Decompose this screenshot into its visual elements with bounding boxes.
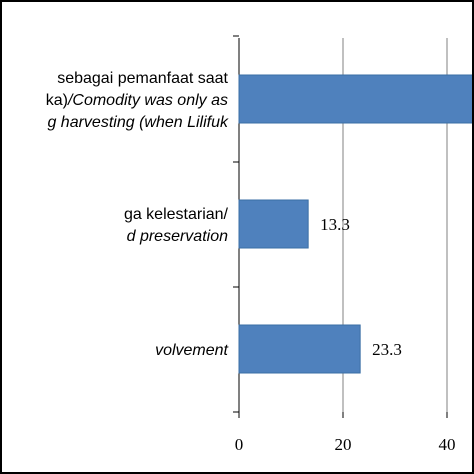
category-label: sebagai pemanfaat saat [57,70,228,87]
data-label: 23.3 [372,340,402,359]
bar [238,74,472,124]
data-label: 13.3 [320,215,350,234]
bar [238,324,361,374]
category-label: ga kelestarian/ [124,206,229,223]
category-label: volvement [155,342,228,359]
bar [238,199,309,249]
x-tick-label: 0 [235,435,244,454]
category-label: d preservation [127,228,228,245]
x-tick-label: 40 [439,435,456,454]
category-label: g harvesting (when Lilifuk [47,114,229,131]
category-label: ka)/Comodity was only as [46,92,228,109]
x-tick-label: 20 [335,435,352,454]
